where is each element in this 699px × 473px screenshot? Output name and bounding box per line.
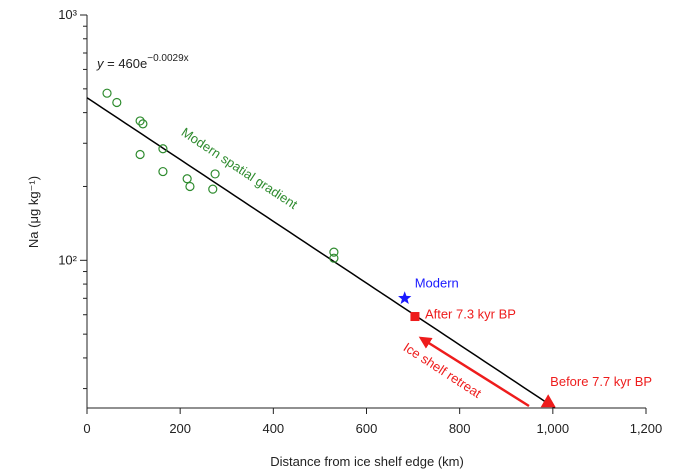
- y-tick-label: 10²: [58, 252, 77, 267]
- x-tick-label: 600: [356, 421, 378, 436]
- point: [158, 166, 168, 177]
- point: [398, 291, 412, 304]
- point: [135, 116, 145, 126]
- series-label: After 7.3 kyr BP: [425, 307, 516, 322]
- x-axis-label: Distance from ice shelf edge (km): [270, 454, 464, 469]
- equation-exponent: −0.0029x: [147, 53, 188, 64]
- point: [208, 184, 218, 194]
- x-tick-label: 0: [83, 421, 90, 436]
- x-tick-label: 1,000: [537, 421, 570, 436]
- point: [329, 247, 339, 257]
- point: [210, 169, 220, 179]
- point: [158, 144, 168, 154]
- y-axis-label: Na (μg kg⁻¹): [26, 176, 41, 248]
- point: [112, 97, 122, 108]
- retreat-arrow: [418, 336, 530, 408]
- y-tick-label: 10³: [58, 7, 77, 22]
- point: [102, 88, 112, 98]
- equation-lhs: y: [96, 56, 105, 71]
- point: [185, 181, 195, 192]
- x-tick-label: 800: [449, 421, 471, 436]
- point: [182, 174, 192, 184]
- point: [138, 119, 148, 129]
- fit-line: [86, 97, 556, 409]
- point: [540, 394, 556, 408]
- x-tick-label: 200: [169, 421, 191, 436]
- equation-rhs: = 460e: [104, 56, 148, 71]
- point: [410, 312, 420, 322]
- x-tick-label: 1,200: [630, 421, 663, 436]
- series-label: Before 7.7 kyr BP: [550, 374, 652, 389]
- point: [329, 253, 339, 263]
- point: [135, 149, 145, 160]
- series-label: Modern: [415, 275, 459, 290]
- x-tick-label: 400: [262, 421, 284, 436]
- equation: y = 460e−0.0029x: [96, 53, 189, 71]
